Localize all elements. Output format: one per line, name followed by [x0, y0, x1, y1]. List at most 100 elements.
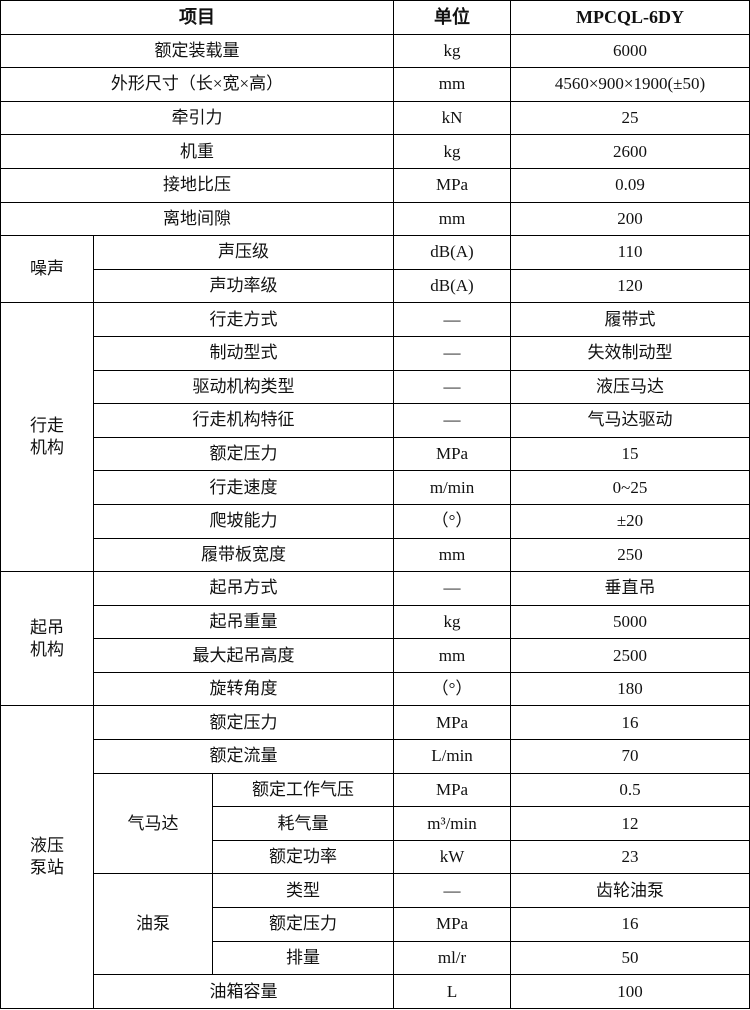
value-cell: 15	[510, 436, 750, 472]
pump-group-label: 液压 泵站	[0, 705, 94, 1009]
unit-cell: L/min	[393, 739, 512, 774]
unit-cell: mm	[393, 67, 512, 102]
unit-cell: dB(A)	[393, 235, 512, 270]
unit-cell: kg	[393, 604, 512, 640]
value-cell: 16	[510, 907, 750, 942]
value-cell: 0.09	[510, 167, 750, 203]
item-cell: 旋转角度	[92, 671, 395, 707]
unit-cell: —	[393, 335, 512, 371]
value-cell: 250	[510, 537, 750, 573]
item-cell: 排量	[211, 940, 395, 976]
unit-cell: ml/r	[393, 940, 512, 976]
table-row: 制动型式 — 失效制动型	[1, 335, 750, 371]
unit-cell: （°）	[393, 671, 512, 707]
value-cell: 失效制动型	[510, 335, 750, 371]
table-row: 额定压力 MPa 15	[1, 436, 750, 472]
table-row: 液压 泵站 额定压力 MPa 16	[0, 705, 750, 1009]
item-cell: 行走方式	[92, 302, 395, 337]
item-cell: 声功率级	[92, 268, 395, 304]
table-row: 牵引力 kN 25	[0, 100, 750, 136]
table-row: 履带板宽度 mm 250	[1, 537, 750, 573]
table-row: 声功率级 dB(A) 120	[1, 268, 750, 304]
header-item: 项目	[0, 0, 395, 35]
table-row: 起吊 机构 起吊方式 — 垂直吊	[0, 571, 750, 707]
item-cell: 声压级	[92, 235, 395, 270]
unit-cell: m³/min	[393, 806, 512, 841]
item-cell: 履带板宽度	[92, 537, 395, 573]
unit-cell: MPa	[393, 436, 512, 472]
table-row: 气马达 额定工作气压 MPa 0.5	[1, 772, 750, 875]
value-cell: 0.5	[510, 772, 750, 808]
unit-cell: kg	[393, 33, 512, 69]
unit-cell: MPa	[393, 907, 512, 942]
unit-cell: —	[393, 873, 512, 909]
lifting-group-label: 起吊 机构	[0, 571, 94, 707]
item-cell: 牵引力	[0, 100, 395, 136]
item-cell: 额定功率	[211, 839, 395, 875]
table-row: 机重 kg 2600	[0, 134, 750, 169]
value-cell: 6000	[510, 33, 750, 69]
table-row: 行走 机构 行走方式 — 履带式	[0, 302, 750, 573]
item-cell: 机重	[0, 134, 395, 169]
value-cell: 23	[510, 839, 750, 875]
value-cell: 16	[510, 705, 750, 741]
table-row: 行走速度 m/min 0~25	[1, 470, 750, 505]
value-cell: 液压马达	[510, 369, 750, 405]
item-cell: 行走速度	[92, 470, 395, 505]
item-cell: 耗气量	[211, 806, 395, 841]
unit-cell: —	[393, 302, 512, 337]
item-cell: 额定工作气压	[211, 772, 395, 808]
item-cell: 驱动机构类型	[92, 369, 395, 405]
table-row: 外形尺寸（长×宽×高） mm 4560×900×1900(±50)	[0, 67, 750, 102]
item-cell: 制动型式	[92, 335, 395, 371]
item-cell: 类型	[211, 873, 395, 909]
table-row: 油箱容量 L 100	[1, 974, 750, 1009]
item-cell: 油箱容量	[92, 974, 395, 1009]
table-row: 油泵 类型 — 齿轮油泵	[1, 873, 750, 976]
value-cell: 5000	[510, 604, 750, 640]
table-row: 起吊重量 kg 5000	[1, 604, 750, 640]
header-value: MPCQL-6DY	[510, 0, 750, 35]
header-unit: 单位	[393, 0, 512, 35]
unit-cell: —	[393, 369, 512, 405]
unit-cell: dB(A)	[393, 268, 512, 304]
value-cell: 12	[510, 806, 750, 841]
unit-cell: MPa	[393, 772, 512, 808]
unit-cell: mm	[393, 537, 512, 573]
value-cell: 0~25	[510, 470, 750, 505]
air-motor-subgroup-label: 气马达	[93, 772, 213, 875]
unit-cell: kN	[393, 100, 512, 136]
table-row: 驱动机构类型 — 液压马达	[1, 369, 750, 405]
unit-cell: m/min	[393, 470, 512, 505]
table-row: 额定流量 L/min 70	[1, 739, 750, 774]
value-cell: ±20	[510, 503, 750, 539]
table-row: 最大起吊高度 mm 2500	[1, 638, 750, 673]
table-row: 接地比压 MPa 0.09	[0, 167, 750, 203]
travel-group-label: 行走 机构	[0, 302, 94, 573]
table-row: 排量 ml/r 50	[1, 940, 750, 976]
item-cell: 行走机构特征	[92, 403, 395, 438]
value-cell: 50	[510, 940, 750, 976]
value-cell: 齿轮油泵	[510, 873, 750, 909]
table-row: 离地间隙 mm 200	[0, 201, 750, 237]
header-row: 项目 单位 MPCQL-6DY	[0, 0, 750, 35]
item-cell: 接地比压	[0, 167, 395, 203]
table-row: 旋转角度 （°） 180	[1, 671, 750, 707]
unit-cell: —	[393, 571, 512, 606]
unit-cell: mm	[393, 638, 512, 673]
value-cell: 70	[510, 739, 750, 774]
value-cell: 120	[510, 268, 750, 304]
unit-cell: mm	[393, 201, 512, 237]
value-cell: 4560×900×1900(±50)	[510, 67, 750, 102]
item-cell: 额定流量	[92, 739, 395, 774]
value-cell: 180	[510, 671, 750, 707]
unit-cell: MPa	[393, 705, 512, 741]
value-cell: 垂直吊	[510, 571, 750, 606]
table-row: 额定功率 kW 23	[1, 839, 750, 875]
value-cell: 100	[510, 974, 750, 1009]
unit-cell: L	[393, 974, 512, 1009]
item-cell: 爬坡能力	[92, 503, 395, 539]
item-cell: 额定装载量	[0, 33, 395, 69]
table-row: 额定装载量 kg 6000	[0, 33, 750, 69]
item-cell: 外形尺寸（长×宽×高）	[0, 67, 395, 102]
